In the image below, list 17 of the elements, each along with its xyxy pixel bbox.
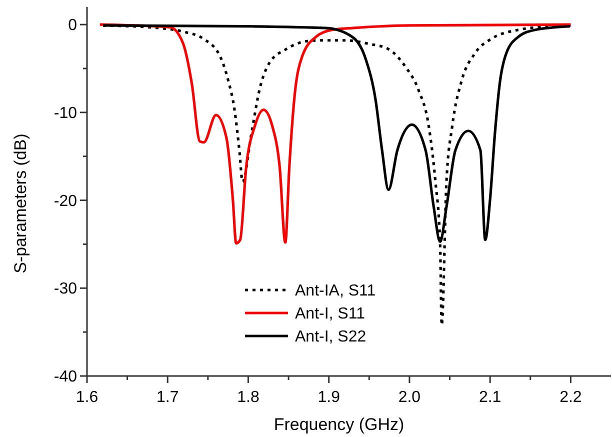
x-tick-label: 2.2 — [560, 389, 582, 406]
x-tick-label: 1.8 — [237, 389, 260, 406]
y-tick-label: -10 — [54, 105, 78, 122]
x-axis-title: Frequency (GHz) — [274, 415, 404, 434]
y-axis-title: S-parameters (dB) — [11, 134, 30, 274]
y-tick-label: -40 — [54, 368, 78, 386]
x-tick-label: 1.6 — [76, 389, 98, 406]
x-tick-label: 2.1 — [478, 389, 502, 406]
x-tick-label: 2.0 — [398, 389, 421, 406]
legend-label: Ant-I, S22 — [295, 328, 366, 346]
x-tick-label: 1.7 — [156, 389, 179, 406]
legend-label: Ant-IA, S11 — [295, 282, 376, 300]
y-tick-label: 0 — [68, 17, 78, 34]
y-tick-label: -30 — [54, 280, 78, 298]
legend-label: Ant-I, S11 — [295, 306, 366, 323]
y-tick-label: -20 — [54, 192, 78, 210]
x-tick-label: 1.9 — [318, 389, 340, 406]
